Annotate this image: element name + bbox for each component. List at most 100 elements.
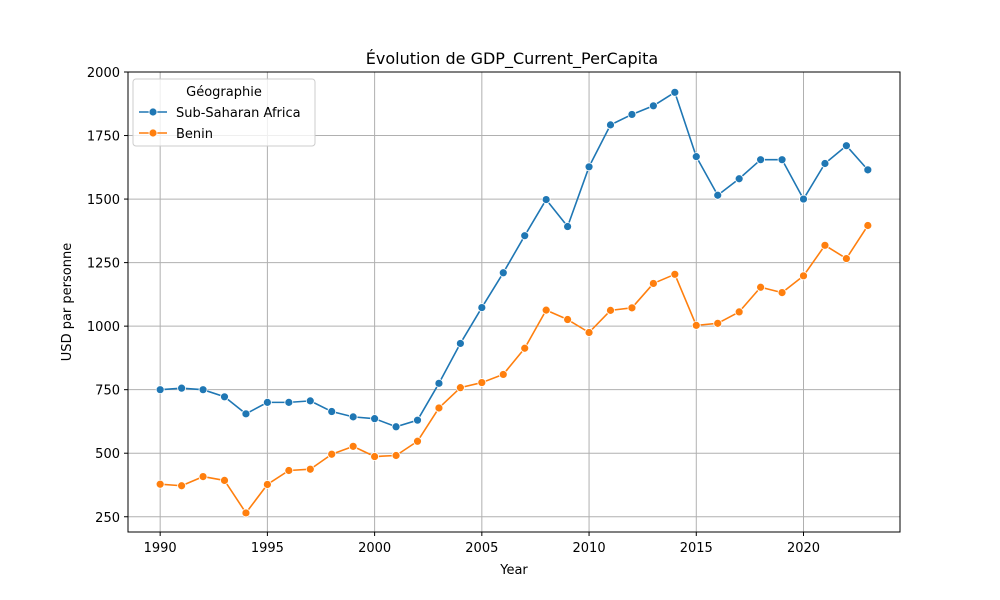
- data-point-benin: [348, 441, 358, 451]
- data-point-benin: [413, 436, 422, 446]
- data-point-sub-saharan-africa: [262, 397, 272, 407]
- data-point-benin: [498, 370, 508, 379]
- data-point-sub-saharan-africa: [198, 385, 208, 395]
- data-point-sub-saharan-africa: [177, 383, 187, 393]
- data-point-benin: [434, 403, 444, 413]
- y-tick-label: 1750: [87, 130, 120, 145]
- data-point-benin: [820, 240, 830, 250]
- legend-item-sub-saharan-africa: Sub-Saharan Africa: [139, 106, 301, 121]
- data-point-sub-saharan-africa: [841, 141, 851, 151]
- data-point-benin: [563, 315, 573, 324]
- legend: Géographie Sub-Saharan Africa Benin: [132, 78, 316, 147]
- series-layer: [155, 87, 873, 518]
- data-point-sub-saharan-africa: [284, 397, 294, 407]
- series-line-benin: [160, 225, 869, 514]
- data-point-sub-saharan-africa: [734, 174, 744, 184]
- data-point-benin: [177, 481, 187, 491]
- data-point-benin: [584, 328, 594, 337]
- y-axis-label: USD par personne: [60, 243, 75, 361]
- data-point-benin: [284, 466, 294, 475]
- data-point-benin: [691, 320, 701, 330]
- data-point-benin: [455, 383, 465, 393]
- y-tick-label: 1500: [87, 193, 120, 208]
- legend-box: [132, 78, 316, 147]
- y-axis-ticks: 250 500 750 1000 1250 1500 1750 2000: [87, 66, 128, 526]
- legend-item-benin: Benin: [139, 127, 213, 142]
- data-point-sub-saharan-africa: [220, 392, 229, 402]
- data-point-sub-saharan-africa: [498, 268, 508, 278]
- series-sub-saharan-africa: [155, 87, 873, 432]
- data-point-sub-saharan-africa: [541, 195, 551, 204]
- data-point-benin: [648, 279, 658, 288]
- data-point-benin: [477, 378, 487, 387]
- data-point-benin: [756, 282, 766, 292]
- data-point-sub-saharan-africa: [413, 415, 422, 425]
- series-line-sub-saharan-africa: [160, 91, 869, 428]
- data-point-sub-saharan-africa: [713, 190, 723, 200]
- legend-label: Benin: [176, 127, 213, 142]
- data-point-benin: [241, 508, 251, 518]
- data-point-benin: [370, 452, 380, 461]
- x-tick-label: 2020: [787, 541, 820, 556]
- data-point-sub-saharan-africa: [348, 412, 358, 422]
- data-point-sub-saharan-africa: [563, 222, 573, 231]
- data-point-benin: [305, 464, 315, 474]
- data-point-sub-saharan-africa: [648, 101, 658, 111]
- data-point-sub-saharan-africa: [241, 409, 251, 419]
- x-tick-label: 2005: [465, 541, 498, 556]
- data-point-sub-saharan-africa: [777, 155, 787, 165]
- legend-label: Sub-Saharan Africa: [176, 106, 301, 121]
- y-tick-label: 250: [95, 511, 120, 526]
- data-point-sub-saharan-africa: [863, 165, 873, 175]
- data-point-benin: [799, 271, 808, 281]
- legend-marker: [148, 107, 158, 117]
- data-point-benin: [606, 305, 615, 315]
- x-tick-label: 2015: [680, 541, 713, 556]
- data-point-sub-saharan-africa: [370, 414, 380, 424]
- data-point-benin: [327, 449, 337, 459]
- y-tick-label: 1250: [87, 257, 120, 272]
- data-point-benin: [220, 476, 229, 485]
- data-point-sub-saharan-africa: [455, 339, 465, 348]
- plot-frame: [127, 71, 901, 533]
- data-point-sub-saharan-africa: [691, 152, 701, 162]
- data-point-sub-saharan-africa: [327, 407, 337, 416]
- x-tick-label: 1990: [144, 541, 177, 556]
- data-point-sub-saharan-africa: [584, 162, 594, 172]
- data-point-benin: [391, 451, 401, 460]
- series-benin: [155, 221, 873, 518]
- legend-marker: [148, 128, 158, 138]
- chart-title: Évolution de GDP_Current_PerCapita: [366, 49, 658, 69]
- data-point-sub-saharan-africa: [305, 396, 315, 406]
- data-point-sub-saharan-africa: [756, 155, 766, 165]
- data-point-benin: [670, 269, 680, 279]
- legend-title: Géographie: [186, 85, 262, 100]
- data-point-sub-saharan-africa: [820, 159, 830, 168]
- data-point-benin: [627, 303, 637, 313]
- data-point-benin: [777, 288, 787, 297]
- data-point-sub-saharan-africa: [434, 378, 444, 388]
- data-point-sub-saharan-africa: [391, 422, 401, 432]
- data-point-benin: [155, 479, 165, 489]
- data-point-sub-saharan-africa: [155, 385, 165, 395]
- data-point-sub-saharan-africa: [520, 231, 530, 241]
- data-point-benin: [841, 254, 851, 263]
- x-tick-label: 2010: [573, 541, 606, 556]
- data-point-sub-saharan-africa: [799, 194, 808, 204]
- data-point-sub-saharan-africa: [670, 87, 680, 97]
- x-axis-label: Year: [499, 563, 528, 578]
- x-axis-ticks: 1990 1995 2000 2005 2010 2015 2020: [144, 532, 820, 556]
- data-point-benin: [863, 221, 873, 230]
- data-point-benin: [541, 305, 551, 315]
- data-point-sub-saharan-africa: [627, 110, 637, 119]
- y-tick-label: 2000: [87, 66, 120, 81]
- x-tick-label: 2000: [358, 541, 391, 556]
- data-point-benin: [734, 307, 744, 317]
- data-point-benin: [262, 480, 272, 489]
- data-point-benin: [198, 472, 208, 481]
- data-point-sub-saharan-africa: [477, 303, 487, 312]
- y-tick-label: 500: [95, 447, 120, 462]
- y-tick-label: 1000: [87, 320, 120, 335]
- data-point-benin: [520, 343, 530, 353]
- data-point-sub-saharan-africa: [606, 120, 615, 130]
